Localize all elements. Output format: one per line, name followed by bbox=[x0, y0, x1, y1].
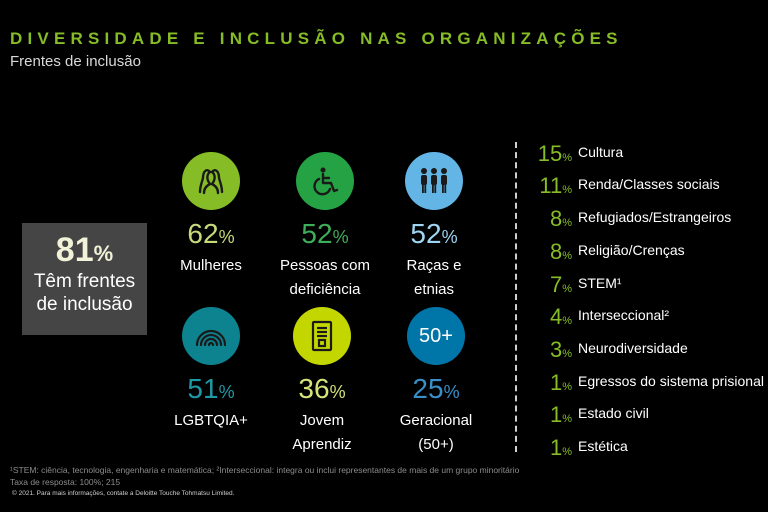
list-label: Interseccional² bbox=[578, 307, 670, 323]
summary-value: 81% bbox=[55, 231, 114, 269]
category-disability: 52% Pessoas com deficiência bbox=[265, 152, 385, 301]
category-races: 52% Raças e etnias bbox=[374, 152, 494, 301]
list-value: 3% bbox=[549, 337, 572, 362]
chart-title: DIVERSIDADE E INCLUSÃO NAS ORGANIZAÇÕES bbox=[10, 29, 623, 48]
category-label-2: (50+) bbox=[418, 436, 454, 453]
footnote-definitions: ¹STEM: ciência, tecnologia, engenharia e… bbox=[10, 465, 520, 475]
list-label: Refugiados/Estrangeiros bbox=[578, 209, 732, 225]
copyright-notice: © 2021. Para mais informações, contate a… bbox=[12, 490, 235, 497]
fifty-plus-icon: 50+ bbox=[407, 307, 465, 365]
category-women: 62% Mulheres bbox=[151, 152, 271, 279]
list-value: 15% bbox=[537, 141, 572, 166]
list-item: 1% Egressos do sistema prisional bbox=[522, 370, 768, 400]
summary-label-line2: de inclusão bbox=[36, 294, 133, 315]
rainbow-icon bbox=[182, 307, 240, 365]
women-icon bbox=[182, 152, 240, 210]
list-label: Renda/Classes sociais bbox=[578, 176, 720, 192]
list-value: 11% bbox=[539, 173, 572, 198]
wheelchair-icon bbox=[296, 152, 354, 210]
list-label: STEM¹ bbox=[578, 275, 622, 291]
category-label: Geracional bbox=[399, 412, 473, 429]
list-label: Religião/Crenças bbox=[578, 242, 685, 258]
list-value: 4% bbox=[549, 304, 572, 329]
list-value: 1% bbox=[549, 370, 572, 395]
summary-box: 81% Têm frentes de inclusão bbox=[22, 223, 147, 335]
list-item: 15% Cultura bbox=[522, 141, 768, 171]
category-pct: 52% bbox=[301, 218, 349, 249]
category-label: Mulheres bbox=[180, 257, 242, 274]
category-label: Jovem bbox=[299, 412, 345, 429]
list-item: 1% Estética bbox=[522, 435, 768, 465]
footnote-response-rate: Taxa de resposta: 100%; 215 bbox=[10, 477, 121, 487]
list-item: 7% STEM¹ bbox=[522, 272, 768, 302]
list-item: 1% Estado civil bbox=[522, 402, 768, 432]
category-pct: 51% bbox=[187, 373, 235, 404]
list-label: Estado civil bbox=[578, 405, 649, 421]
list-label: Cultura bbox=[578, 144, 624, 160]
category-pct: 36% bbox=[298, 373, 346, 404]
list-label: Neurodiversidade bbox=[578, 340, 688, 356]
fifty-plus-text: 50+ bbox=[419, 324, 453, 347]
list-value: 7% bbox=[549, 272, 572, 297]
document-icon bbox=[293, 307, 351, 365]
list-value: 1% bbox=[549, 435, 572, 460]
category-label-2: etnias bbox=[413, 281, 455, 298]
list-label: Egressos do sistema prisional bbox=[578, 373, 764, 389]
dashed-divider bbox=[515, 142, 517, 452]
people-icon bbox=[405, 152, 463, 210]
list-item: 3% Neurodiversidade bbox=[522, 337, 768, 367]
list-label: Estética bbox=[578, 438, 628, 454]
category-label-2: Aprendiz bbox=[292, 436, 352, 453]
category-generational: 50+ 25% Geracional (50+) bbox=[376, 307, 496, 456]
summary-label-line1: Têm frentes bbox=[33, 271, 136, 292]
list-item: 8% Refugiados/Estrangeiros bbox=[522, 206, 768, 236]
category-pct: 25% bbox=[412, 373, 460, 404]
category-label: Raças e bbox=[406, 257, 462, 274]
category-label: Pessoas com bbox=[279, 257, 371, 274]
list-item: 4% Interseccional² bbox=[522, 304, 768, 334]
chart-subtitle: Frentes de inclusão bbox=[10, 53, 141, 70]
category-pct: 62% bbox=[187, 218, 235, 249]
category-pct: 52% bbox=[410, 218, 458, 249]
category-lgbtqia: 51% LGBTQIA+ bbox=[151, 307, 271, 434]
category-label-2: deficiência bbox=[289, 281, 361, 298]
list-item: 11% Renda/Classes sociais bbox=[522, 173, 768, 203]
list-value: 1% bbox=[549, 402, 572, 427]
category-young-apprentice: 36% Jovem Aprendiz bbox=[262, 307, 382, 456]
category-label: LGBTQIA+ bbox=[174, 412, 248, 429]
list-item: 8% Religião/Crenças bbox=[522, 239, 768, 269]
list-value: 8% bbox=[549, 239, 572, 264]
list-value: 8% bbox=[549, 206, 572, 231]
